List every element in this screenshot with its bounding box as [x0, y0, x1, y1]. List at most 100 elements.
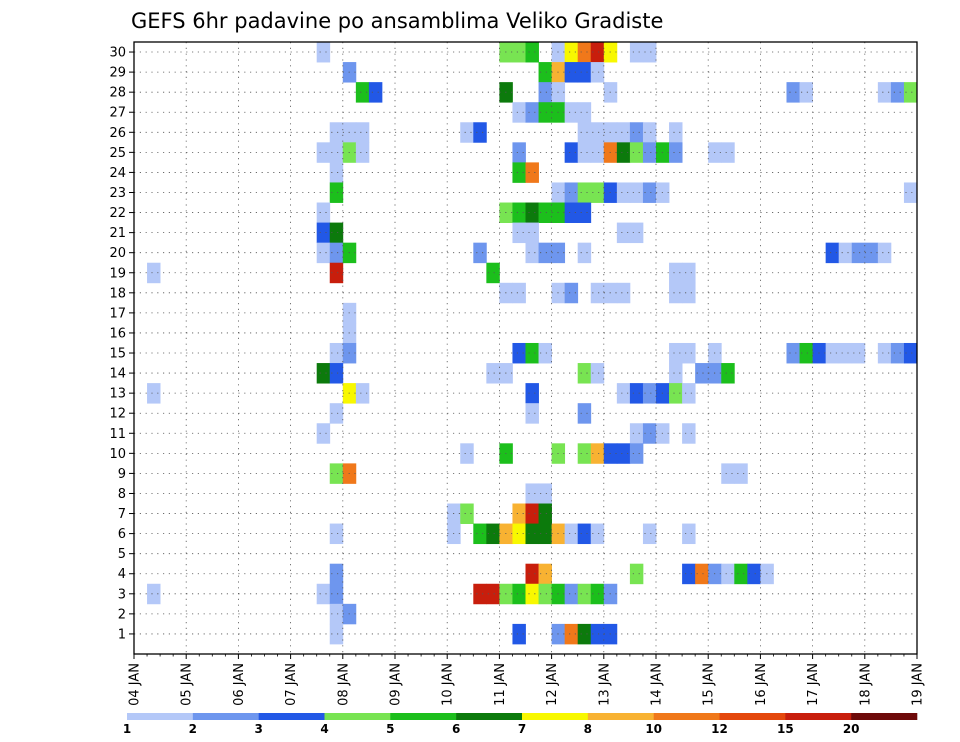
chart-title: GEFS 6hr padavine po ansamblima Veliko G…	[131, 9, 663, 33]
heatmap-cell	[629, 423, 644, 444]
heatmap-cell	[721, 563, 735, 585]
heatmap-cell	[590, 443, 605, 464]
heatmap-cell	[512, 282, 526, 304]
heatmap-cell	[669, 142, 683, 163]
heatmap-cell	[616, 443, 631, 464]
heatmap-cell	[329, 603, 344, 625]
heatmap-cell	[460, 122, 474, 143]
y-tick-label: 25	[109, 146, 126, 161]
y-tick-label: 4	[118, 567, 126, 582]
heatmap-cell	[147, 583, 161, 605]
x-tick-label: 04 JAN	[128, 663, 143, 706]
heatmap-cell	[629, 42, 644, 63]
y-tick-label: 10	[109, 447, 126, 462]
heatmap-cell	[629, 122, 644, 143]
heatmap-cell	[799, 342, 813, 364]
heatmap-cell	[838, 342, 853, 364]
y-axis: 1234567891011121314151617181920212223242…	[109, 46, 134, 642]
x-tick-label: 06 JAN	[232, 663, 247, 706]
heatmap-cell	[682, 563, 696, 585]
heatmap-cell	[616, 383, 631, 404]
heatmap-cell	[525, 523, 539, 545]
heatmap-cell	[329, 122, 344, 143]
heatmap-cell	[577, 623, 592, 645]
heatmap-cell	[669, 342, 683, 364]
heatmap-cell	[512, 222, 526, 244]
heatmap-cell	[564, 282, 579, 304]
heatmap-cell	[538, 202, 552, 223]
heatmap-cell	[329, 162, 344, 183]
heatmap-cell	[329, 262, 344, 284]
heatmap-cell	[590, 523, 605, 545]
heatmap-cell	[682, 383, 696, 404]
heatmap-cell	[355, 383, 370, 404]
legend-swatch	[719, 713, 786, 720]
heatmap-cell	[316, 583, 331, 605]
heatmap-cell	[747, 563, 761, 585]
heatmap-cell	[682, 282, 696, 304]
heatmap-cell	[368, 82, 383, 103]
heatmap-cell	[590, 282, 605, 304]
heatmap-cell	[851, 342, 866, 364]
y-tick-label: 30	[109, 46, 126, 61]
x-tick-label: 12 JAN	[545, 663, 560, 706]
heatmap-cell	[329, 583, 344, 605]
heatmap-cell	[590, 42, 605, 63]
heatmap-cell	[564, 583, 579, 605]
legend-swatch	[522, 713, 589, 720]
heatmap-cell	[577, 523, 592, 545]
heatmap-cell	[564, 523, 579, 545]
heatmap-cell	[577, 182, 592, 203]
heatmap-cell	[316, 242, 331, 264]
heatmap-cell	[525, 383, 539, 404]
heatmap-cell	[695, 363, 709, 384]
heatmap-cell	[512, 162, 526, 183]
x-tick-label: 19 JAN	[911, 663, 926, 706]
heatmap-cell	[512, 42, 526, 63]
heatmap-cell	[629, 182, 644, 203]
heatmap-cell	[525, 222, 539, 244]
heatmap-cell	[799, 82, 813, 103]
heatmap-cell	[642, 523, 657, 545]
heatmap-cell	[616, 122, 631, 143]
heatmap-cell	[355, 142, 370, 163]
y-tick-label: 16	[109, 326, 126, 341]
heatmap-cell	[538, 62, 552, 83]
legend-swatch	[653, 713, 720, 720]
y-tick-label: 28	[109, 86, 126, 101]
heatmap-cell	[564, 62, 579, 83]
x-tick-label: 13 JAN	[597, 663, 612, 706]
heatmap-cell	[577, 62, 592, 83]
y-tick-label: 20	[109, 246, 126, 261]
heatmap-cell	[329, 463, 344, 484]
heatmap-cell	[460, 443, 474, 464]
legend-swatch	[390, 713, 457, 720]
heatmap-cell	[316, 142, 331, 163]
heatmap-cell	[669, 383, 683, 404]
x-tick-label: 14 JAN	[650, 663, 665, 706]
legend-swatch	[192, 713, 259, 720]
x-tick-label: 18 JAN	[858, 663, 873, 706]
heatmap-cell	[629, 563, 644, 585]
y-tick-label: 17	[109, 306, 126, 321]
legend-label: 5	[386, 722, 394, 736]
legend-label: 8	[584, 722, 592, 736]
heatmap-cell	[525, 503, 539, 524]
legend-swatch	[258, 713, 325, 720]
x-axis: 04 JAN 05 JAN 06 JAN 07 JAN 08 JAN 09 JAN 10 J…	[128, 654, 926, 706]
heatmap-cell	[486, 363, 500, 384]
x-tick-label: 07 JAN	[284, 663, 299, 706]
heatmap-cell	[486, 583, 500, 605]
heatmap-cell	[629, 443, 644, 464]
heatmap-cell	[877, 242, 892, 264]
legend-swatch	[851, 713, 918, 720]
heatmap-cell	[590, 182, 605, 203]
heatmap-cell	[669, 363, 683, 384]
heatmap-cell	[734, 463, 748, 484]
heatmap-cell	[590, 583, 605, 605]
heatmap-cell	[838, 242, 853, 264]
heatmap-cell	[538, 583, 552, 605]
y-tick-label: 2	[118, 607, 126, 622]
heatmap-cell	[577, 443, 592, 464]
y-tick-label: 7	[118, 507, 126, 522]
